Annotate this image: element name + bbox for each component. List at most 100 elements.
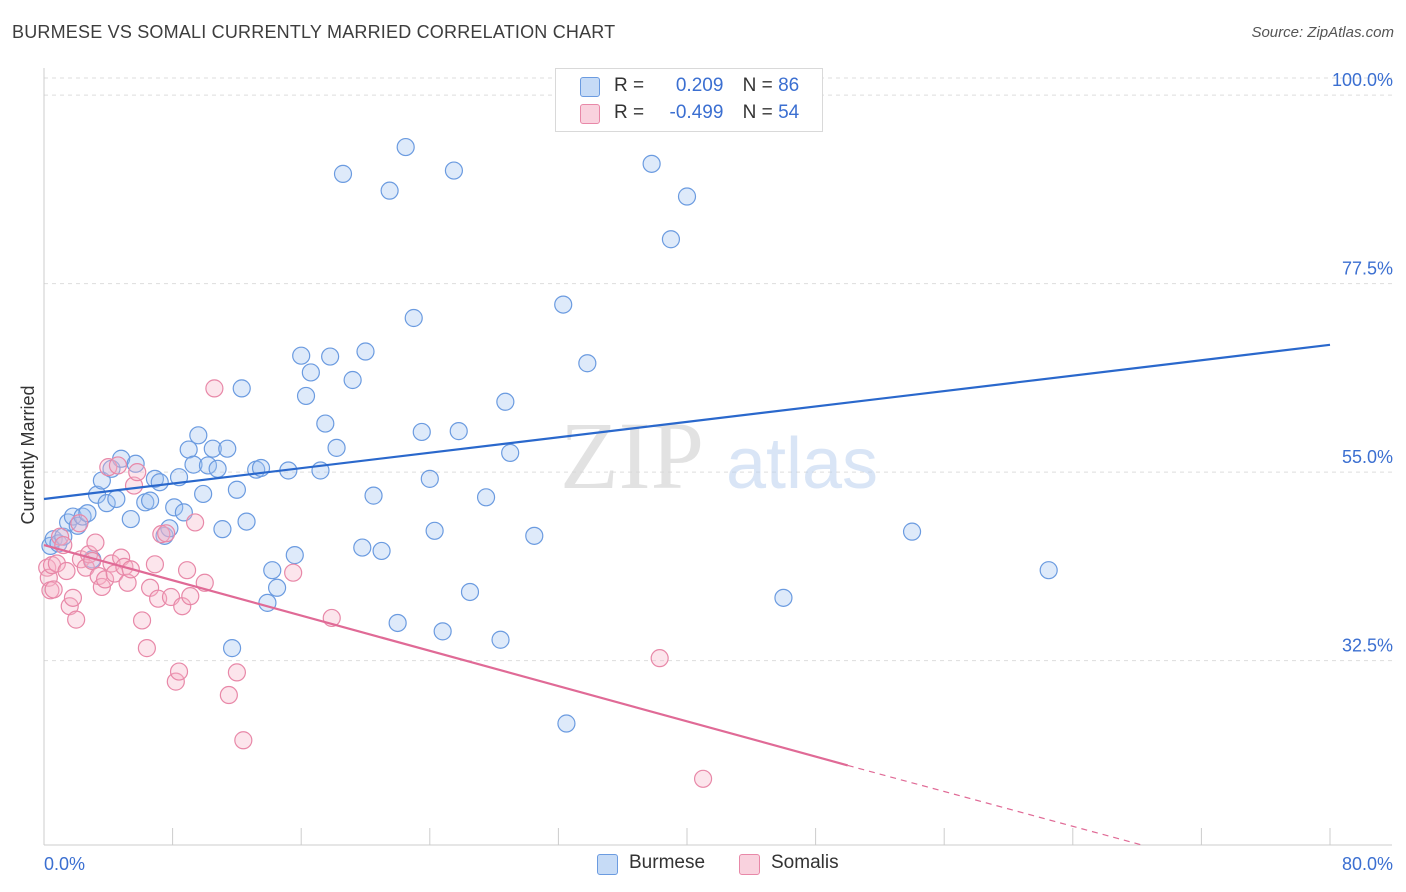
point-burmese	[237, 512, 256, 531]
x-tick-label-min: 0.0%	[44, 854, 85, 874]
point-burmese	[578, 354, 597, 373]
point-somalis	[137, 639, 156, 658]
point-burmese	[491, 630, 510, 649]
point-burmese	[321, 347, 340, 366]
y-axis-label: Currently Married	[18, 385, 38, 524]
point-burmese	[642, 154, 661, 173]
point-burmese	[97, 494, 116, 513]
tick-labels: 100.0% 77.5% 55.0% 32.5% 0.0% 80.0%	[44, 70, 1393, 874]
point-burmese	[150, 473, 169, 492]
bottom-legend-swatch-somalis	[739, 854, 760, 875]
point-burmese	[364, 486, 383, 505]
point-burmese	[165, 498, 184, 517]
data-points	[38, 137, 1058, 788]
point-somalis	[128, 463, 147, 482]
point-burmese	[388, 613, 407, 633]
chart-title: BURMESE VS SOMALI CURRENTLY MARRIED CORR…	[12, 22, 616, 42]
point-burmese	[677, 187, 697, 206]
point-burmese	[301, 363, 320, 382]
point-burmese	[316, 414, 335, 433]
point-somalis	[57, 561, 76, 581]
y-tick-label: 100.0%	[1332, 70, 1393, 90]
stats-legend: R = 0.209 N = 86 R = -0.499 N = 54	[555, 68, 823, 132]
point-burmese	[396, 137, 415, 157]
chart-source: Source: ZipAtlas.com	[1251, 24, 1394, 41]
legend-r-label: R =	[614, 102, 645, 123]
point-burmese	[203, 439, 222, 458]
point-burmese	[292, 346, 311, 365]
point-burmese	[296, 386, 316, 406]
point-somalis	[70, 514, 89, 533]
point-somalis	[118, 573, 137, 592]
point-burmese	[404, 308, 423, 328]
point-burmese	[232, 379, 251, 398]
point-burmese	[356, 342, 375, 361]
point-burmese	[353, 538, 372, 557]
point-somalis	[47, 554, 66, 573]
point-somalis	[76, 558, 95, 577]
point-burmese	[333, 164, 353, 183]
legend-r-value-burmese: 0.209	[675, 75, 724, 96]
legend-n-label: N =	[742, 75, 773, 96]
point-somalis	[693, 769, 713, 788]
gridlines	[44, 77, 1392, 662]
point-burmese	[263, 561, 282, 580]
point-somalis	[284, 563, 303, 582]
watermark-atlas: atlas	[726, 424, 878, 504]
point-somalis	[108, 456, 128, 475]
point-somalis	[44, 580, 63, 599]
point-burmese	[189, 426, 208, 445]
point-somalis	[227, 663, 246, 682]
point-burmese	[420, 469, 439, 488]
point-burmese	[285, 546, 304, 565]
point-burmese	[145, 469, 165, 488]
point-burmese	[557, 714, 576, 733]
point-burmese	[372, 541, 391, 561]
y-tick-label: 55.0%	[1342, 447, 1393, 467]
point-somalis	[145, 555, 165, 574]
point-somalis	[650, 649, 669, 668]
point-somalis	[169, 662, 189, 681]
point-somalis	[132, 611, 152, 630]
point-burmese	[140, 491, 160, 510]
legend-n-label: N =	[742, 102, 773, 123]
point-burmese	[227, 480, 246, 499]
point-burmese	[902, 522, 922, 541]
point-burmese	[63, 507, 83, 526]
point-somalis	[234, 731, 253, 750]
point-burmese	[444, 161, 464, 180]
point-somalis	[177, 561, 197, 580]
y-tick-label: 77.5%	[1342, 259, 1393, 279]
point-burmese	[380, 181, 399, 200]
bottom-legend-label-somalis: Somalis	[771, 852, 839, 873]
bottom-legend-label-burmese: Burmese	[629, 852, 706, 873]
point-burmese	[218, 439, 237, 458]
point-burmese	[496, 392, 515, 411]
axes	[43, 68, 1392, 846]
point-burmese	[460, 582, 480, 602]
bottom-legend-swatch-burmese	[597, 854, 618, 875]
point-somalis	[95, 570, 115, 589]
point-burmese	[554, 295, 573, 314]
point-somalis	[86, 533, 105, 552]
point-somalis	[186, 513, 205, 532]
point-somalis	[166, 672, 185, 691]
point-burmese	[198, 456, 218, 475]
point-burmese	[476, 488, 496, 507]
point-burmese	[184, 455, 203, 474]
point-burmese	[525, 526, 544, 545]
legend-swatch-burmese	[580, 77, 600, 97]
legend-n-value-somalis: 54	[778, 102, 800, 123]
point-burmese	[222, 639, 242, 658]
legend-n-value-burmese: 86	[778, 75, 800, 96]
trend-lines	[43, 343, 1331, 846]
y-tick-label: 32.5%	[1342, 636, 1393, 656]
trend-line-somalis	[43, 543, 849, 767]
point-burmese	[107, 489, 126, 509]
watermark-zip: ZIP	[560, 402, 704, 509]
point-somalis	[181, 587, 200, 606]
point-burmese	[1039, 561, 1058, 580]
point-burmese	[213, 520, 232, 539]
point-burmese	[121, 509, 140, 529]
